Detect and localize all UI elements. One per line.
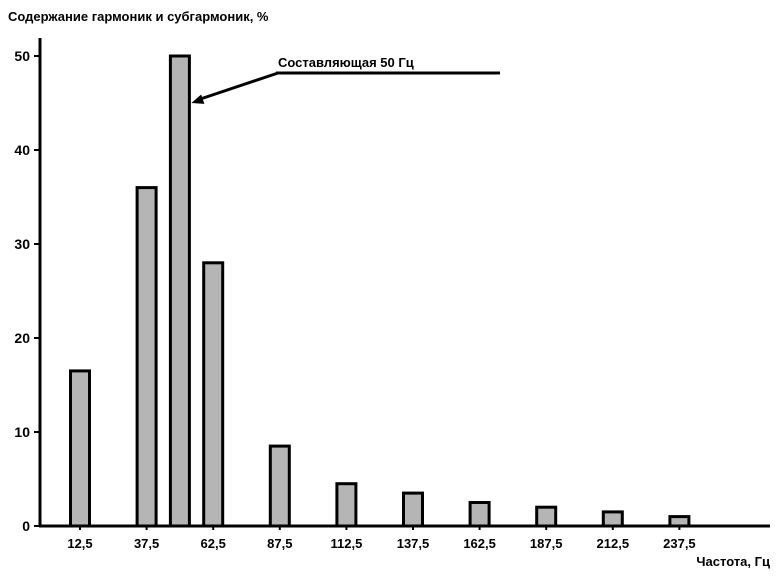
- x-tick-label: 12,5: [67, 536, 92, 551]
- bar: [668, 515, 691, 528]
- bar: [135, 186, 158, 528]
- annotation-leader: [196, 71, 279, 102]
- x-tick-label: 112,5: [330, 536, 362, 551]
- y-tick-label: 50: [14, 48, 30, 64]
- y-tick-label: 30: [14, 236, 30, 252]
- x-axis-label: Частота, Гц: [696, 554, 770, 569]
- y-tick-label: 20: [14, 330, 30, 346]
- y-tick-label: 0: [22, 518, 30, 534]
- x-tick-label: 212,5: [597, 536, 630, 551]
- bar: [468, 501, 491, 528]
- y-tick-label: 40: [14, 142, 30, 158]
- x-tick-label: 37,5: [134, 536, 159, 551]
- x-tick-label: 137,5: [397, 536, 430, 551]
- bar: [268, 444, 291, 528]
- bar: [535, 505, 558, 528]
- x-tick-label: 87,5: [267, 536, 292, 551]
- bar: [601, 510, 624, 528]
- bar: [402, 491, 424, 528]
- bar: [168, 54, 191, 528]
- x-tick-label: 62,5: [201, 536, 226, 551]
- bar: [202, 261, 225, 528]
- y-tick-label: 10: [14, 424, 30, 440]
- chart-title: Содержание гармоник и субгармоник, %: [8, 9, 269, 24]
- x-tick-label: 162,5: [463, 536, 496, 551]
- x-tick-label: 187,5: [530, 536, 563, 551]
- x-tick-label: 237,5: [663, 536, 696, 551]
- annotation-arrowhead: [191, 94, 205, 104]
- bar: [69, 369, 91, 528]
- bar: [335, 482, 358, 528]
- annotation-label: Составляющая 50 Гц: [278, 55, 414, 70]
